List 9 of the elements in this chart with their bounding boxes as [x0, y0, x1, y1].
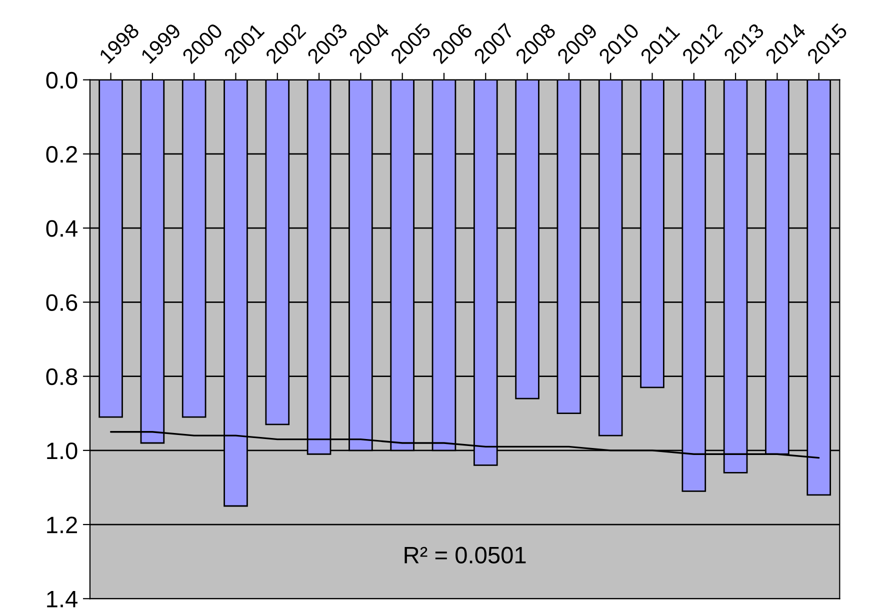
y-tick-label: 0.4 [46, 220, 78, 237]
annotation: R² = 0.0501 [404, 546, 526, 564]
y-tick-label: 1.2 [47, 516, 77, 534]
y-tick-label: 0.0 [46, 72, 78, 89]
y-tick-label: 0.2 [46, 146, 77, 163]
y-tick-label: 0.6 [46, 294, 78, 311]
y-tick-label: 0.8 [46, 368, 78, 386]
y-tick-label: 1.4 [47, 590, 78, 608]
y-tick-label: 1.0 [47, 442, 78, 460]
